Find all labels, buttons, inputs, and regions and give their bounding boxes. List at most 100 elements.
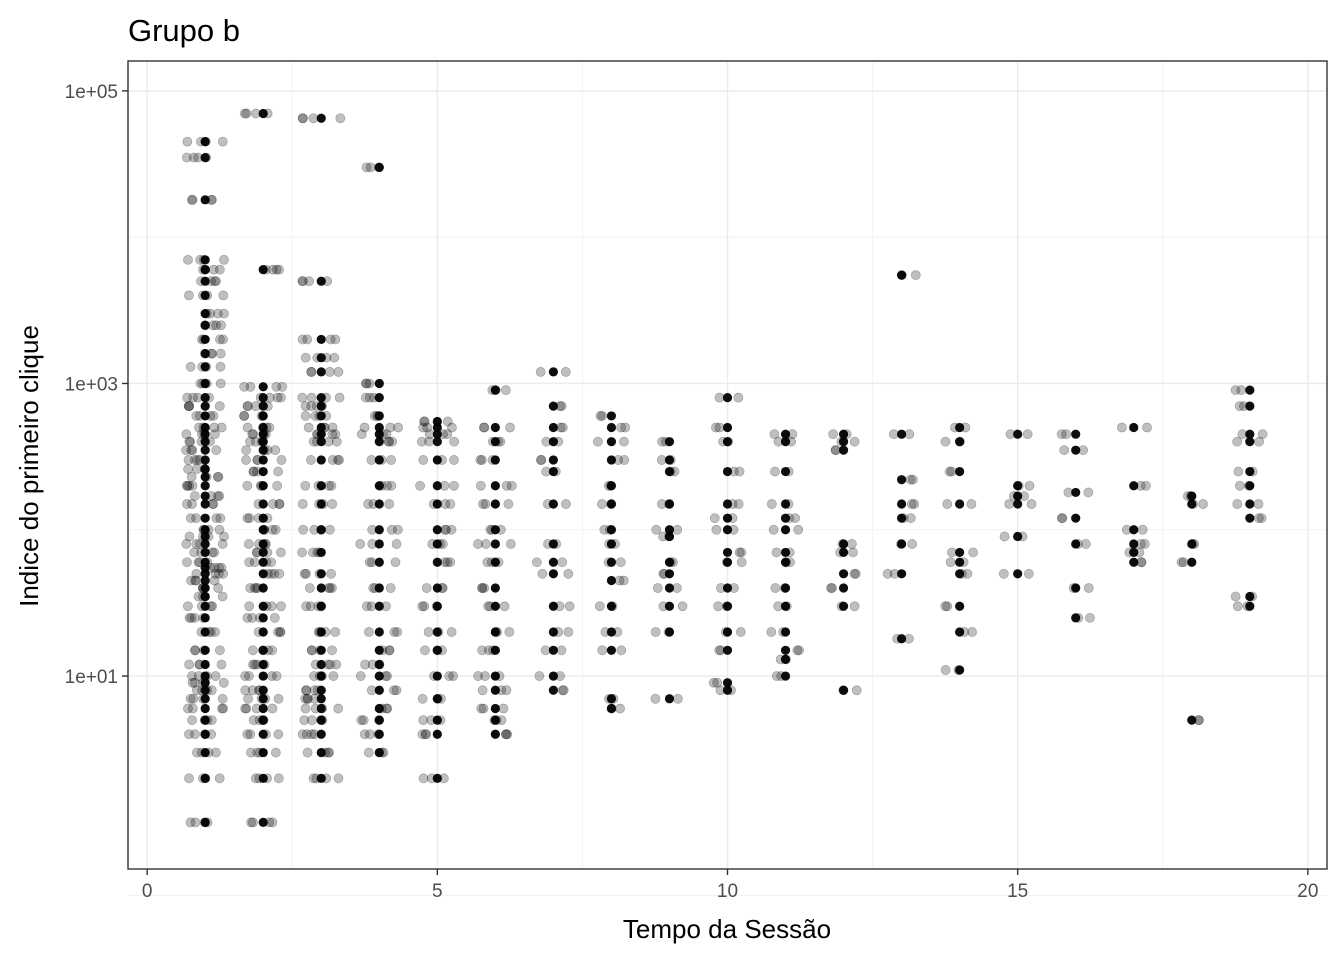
data-point [316,334,326,345]
data-point-jittered [216,562,227,573]
y-tick-label: 1e+03 [65,374,118,395]
data-point [200,729,210,739]
data-point [258,703,268,714]
data-point [258,525,268,535]
data-point-jittered [500,385,511,396]
data-point [200,601,210,611]
data-point-jittered [210,627,221,637]
data-point-jittered [217,591,228,602]
data-point-jittered [771,671,782,681]
data-point-jittered [1022,429,1033,440]
data-point-jittered [849,436,860,447]
data-point [258,108,268,119]
data-point-jittered [327,455,338,465]
data-point [722,422,733,433]
data-point-jittered [273,773,284,784]
data-point-jittered [384,645,395,656]
data-point [374,393,384,403]
data-point [432,437,442,447]
data-point-jittered [534,671,545,681]
data-point-jittered [184,612,195,623]
data-point-jittered [330,334,341,345]
data-point-jittered [391,539,402,549]
data-point-jittered [244,601,255,612]
data-point [838,429,849,439]
data-point-jittered [421,729,431,740]
data-point-jittered [942,601,953,612]
data-point-jittered [769,429,780,440]
data-point-jittered [306,645,317,656]
data-point [200,255,210,265]
data-point-jittered [275,627,286,637]
data-point-jittered [1234,480,1245,491]
data-point-jittered [792,645,803,656]
data-point [548,401,558,411]
data-point-jittered [297,499,308,509]
data-point-jittered [1141,480,1151,491]
data-point-jittered [480,671,490,681]
data-point [548,466,558,477]
data-point [548,499,558,509]
data-point [490,583,500,593]
data-point-jittered [243,539,254,549]
data-point-jittered [770,466,780,477]
data-point [606,627,617,637]
data-point-jittered [209,575,220,586]
data-point [664,437,675,447]
data-point [258,557,268,567]
data-point [200,464,210,474]
y-tick-label: 1e+01 [65,667,118,688]
data-point [200,393,210,403]
data-point-jittered [267,264,278,275]
data-point-jittered [185,817,196,828]
data-point [780,654,791,664]
data-point [606,481,617,491]
data-point [432,694,442,704]
data-point-jittered [267,817,278,828]
data-point [1245,513,1255,523]
data-point-jittered [212,471,223,482]
data-point-jittered [242,612,253,623]
data-point-jittered [1116,422,1127,433]
data-point-jittered [217,693,228,704]
data-point [1245,499,1255,509]
data-point-jittered [275,627,286,637]
data-point-jittered [940,436,951,447]
data-point-jittered [185,513,196,524]
data-point [258,547,268,558]
data-point-jittered [615,557,626,568]
data-point-jittered [384,499,395,509]
data-point-jittered [216,659,227,670]
data-point-jittered [1057,513,1068,524]
data-point [664,466,675,477]
data-point-jittered [333,366,344,377]
data-point-jittered [211,445,222,456]
data-point [200,455,210,465]
data-point-jittered [479,422,490,433]
data-point [606,557,617,567]
data-point-jittered [327,583,337,593]
data-point [316,401,326,411]
data-point-jittered [266,568,277,579]
data-point [316,715,326,725]
data-point-jittered [506,480,517,491]
data-point-jittered [219,308,229,319]
data-point [722,547,733,558]
data-point [316,671,326,681]
data-point [897,475,907,485]
data-point-jittered [945,557,956,568]
data-point [722,525,733,535]
data-point [200,429,210,439]
data-point [490,499,500,509]
data-point [490,703,500,714]
data-point [316,659,326,670]
data-point-jittered [301,685,312,696]
data-point-jittered [449,436,460,447]
data-point-jittered [940,665,951,675]
data-point [316,393,326,403]
data-point-jittered [300,411,311,421]
data-point [897,270,907,280]
data-point-jittered [216,422,227,433]
data-point [490,685,500,695]
data-point [374,671,384,681]
